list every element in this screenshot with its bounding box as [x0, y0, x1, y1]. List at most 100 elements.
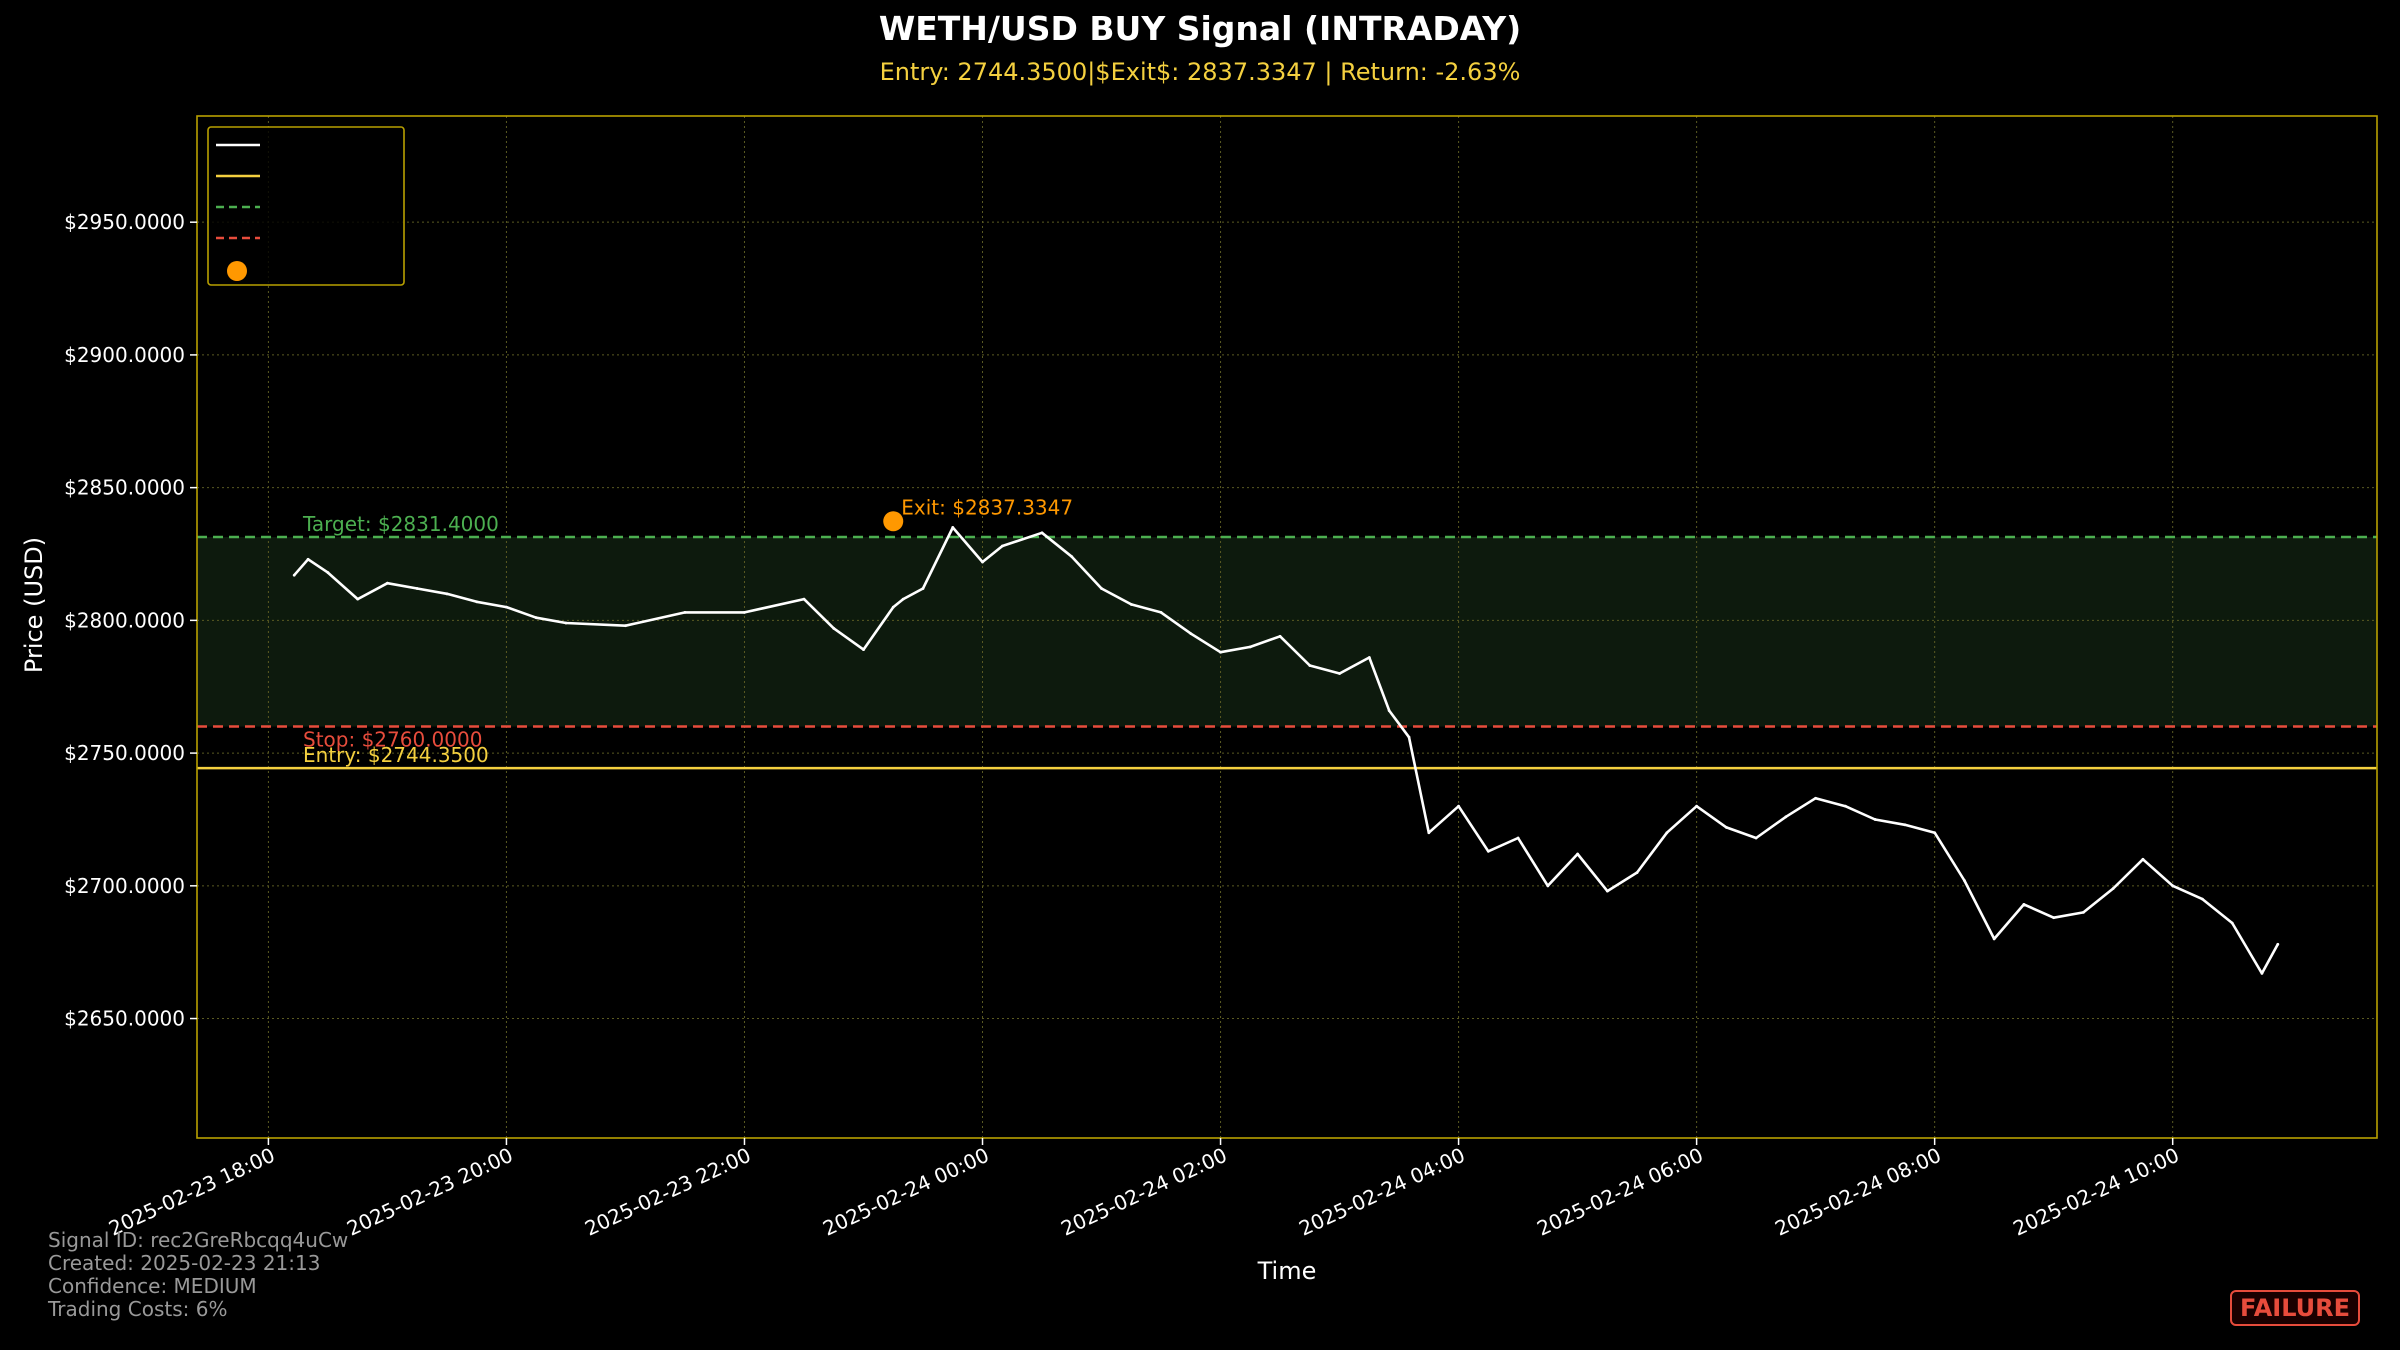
price-point — [802, 597, 806, 601]
exit-marker — [883, 511, 904, 532]
signal-info: Signal ID: rec2GreRbcqq4uCw Created: 202… — [48, 1229, 348, 1321]
price-point — [1367, 656, 1371, 659]
created-date: Created: 2025-02-23 21:13 — [48, 1251, 321, 1275]
x-tick-label: 2025-02-24 10:00 — [2009, 1143, 2182, 1241]
price-point — [2201, 897, 2204, 901]
price-point — [1486, 849, 1490, 853]
price-point — [2111, 887, 2115, 890]
price-point — [505, 605, 508, 609]
target-label: Target: $2831.4000 — [302, 512, 499, 536]
price-point — [1407, 735, 1411, 739]
price-point — [2276, 942, 2280, 946]
stop-label: Stop: $2760.0000 — [303, 728, 482, 752]
price-point — [1695, 804, 1699, 808]
price-point — [1843, 804, 1847, 808]
price-point — [445, 592, 449, 596]
x-axis-label: Time — [1257, 1257, 1317, 1285]
price-point — [326, 571, 330, 574]
chart-subtitle: Entry: 2744.3500|$Exit$: 2837.3347 | Ret… — [880, 58, 1521, 86]
x-tick-label: 2025-02-24 00:00 — [819, 1143, 992, 1241]
price-point — [306, 557, 310, 561]
price-point — [2052, 916, 2056, 920]
target-stop-band — [197, 537, 2377, 727]
price-point — [1070, 555, 1074, 559]
x-tick-label: 2025-02-24 06:00 — [1533, 1143, 1706, 1241]
price-point — [1159, 611, 1163, 614]
y-axis-label: Price (USD) — [20, 537, 48, 673]
price-point — [1189, 632, 1193, 636]
price-point — [1873, 818, 1877, 821]
price-point — [2022, 903, 2026, 906]
y-tick-label: $2700.0000 — [64, 874, 185, 898]
confidence-level: Confidence: MEDIUM — [48, 1274, 257, 1298]
price-point — [1000, 544, 1004, 548]
price-point — [1338, 672, 1341, 675]
legend-box — [207, 126, 405, 286]
price-point — [1963, 879, 1966, 882]
price-point — [1100, 587, 1103, 590]
x-tick-label: 2025-02-23 18:00 — [105, 1143, 278, 1241]
price-point — [624, 624, 627, 628]
chart-title: WETH/USD BUY Signal (INTRADAY) — [879, 9, 1521, 48]
signal-id: Signal ID: rec2GreRbcqq4uCw — [48, 1228, 349, 1252]
price-point — [1457, 804, 1460, 808]
price-point — [951, 526, 955, 529]
price-point — [475, 600, 479, 604]
x-tick-label: 2025-02-24 04:00 — [1295, 1143, 1468, 1241]
price-point — [1427, 831, 1431, 835]
y-tick-label: $2750.0000 — [64, 741, 185, 765]
price-point — [921, 587, 925, 590]
price-point — [862, 648, 865, 651]
price-point — [1516, 836, 1520, 840]
price-point — [1814, 796, 1818, 800]
price-point — [1933, 831, 1937, 835]
y-tick-label: $2800.0000 — [64, 608, 185, 632]
price-point — [1635, 871, 1639, 874]
price-point — [891, 605, 895, 609]
price-point — [1576, 852, 1580, 856]
price-point — [2230, 921, 2234, 925]
price-point — [743, 611, 746, 614]
x-tick-label: 2025-02-23 22:00 — [581, 1143, 754, 1241]
price-point — [683, 611, 687, 614]
price-point — [534, 616, 538, 620]
price-point — [1040, 531, 1044, 535]
price-point — [1665, 831, 1669, 835]
price-point — [1248, 645, 1252, 649]
legend-marker — [227, 261, 247, 281]
price-point — [356, 597, 360, 601]
price-point — [2141, 857, 2145, 861]
price-point — [981, 560, 984, 564]
y-tick-label: $2850.0000 — [64, 476, 185, 500]
price-point — [1129, 603, 1133, 606]
status-badge: FAILURE — [2230, 1290, 2360, 1326]
entry-label: Entry: $2744.3500 — [303, 743, 489, 767]
x-tick-label: 2025-02-24 08:00 — [1771, 1143, 1944, 1241]
price-point — [832, 626, 836, 630]
price-point — [386, 581, 389, 585]
y-tick-label: $2950.0000 — [64, 210, 185, 234]
price-point — [2171, 884, 2175, 888]
price-point — [1724, 826, 1728, 829]
x-tick-label: 2025-02-24 02:00 — [1057, 1143, 1230, 1241]
price-point — [1605, 889, 1609, 893]
price-point — [1387, 709, 1391, 713]
axes-frame — [196, 115, 2378, 1139]
price-point — [1903, 823, 1907, 827]
x-tick-label: 2025-02-23 20:00 — [343, 1143, 516, 1241]
price-point — [901, 597, 905, 601]
y-tick-label: $2650.0000 — [64, 1007, 185, 1031]
exit-label: Exit: $2837.3347 — [901, 495, 1073, 519]
price-point — [1308, 664, 1312, 667]
price-point — [1278, 634, 1282, 638]
price-point — [2260, 972, 2264, 975]
price-point — [2082, 910, 2085, 914]
trading-costs: Trading Costs: 6% — [48, 1297, 228, 1321]
price-point — [564, 621, 568, 625]
price-point — [1219, 650, 1222, 654]
price-point — [1546, 884, 1550, 888]
y-tick-label: $2900.0000 — [64, 343, 185, 367]
price-point — [292, 573, 296, 577]
price-point — [1992, 937, 1996, 941]
